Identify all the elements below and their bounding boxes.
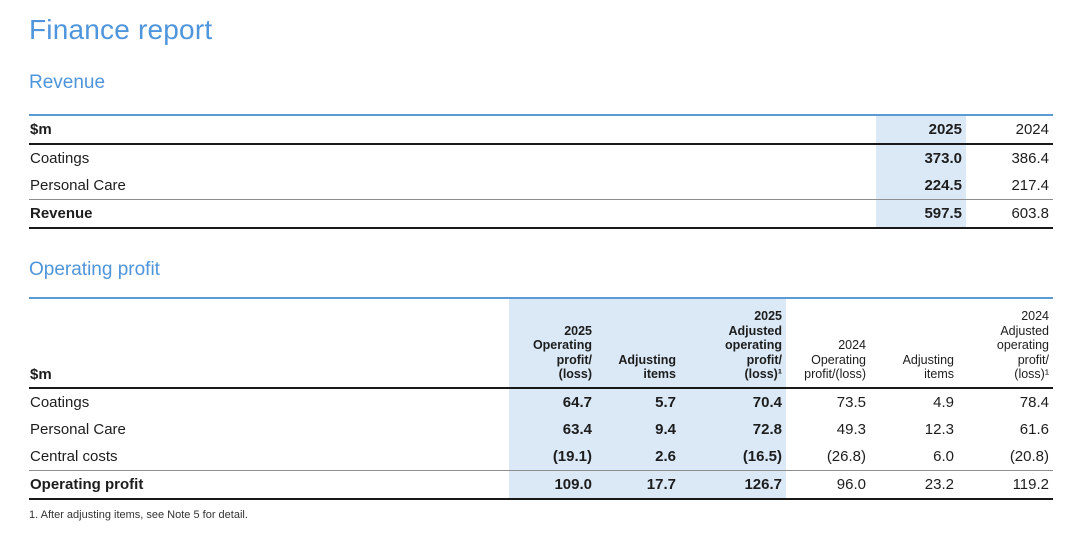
cell-value: (20.8)	[1009, 447, 1049, 465]
table-row: Coatings 64.7 5.7 70.4 73.5 4.9 78.4	[29, 387, 1053, 416]
cell-value: 12.3	[924, 420, 954, 438]
cell-value: 4.9	[933, 393, 954, 411]
table-row: Personal Care 224.5 217.4	[29, 172, 1053, 200]
cell-value: 386.4	[1011, 150, 1049, 167]
column-header-2025-operating-profit: 2025 Operating profit/ (loss)	[509, 298, 596, 389]
footnote: 1. After adjusting items, see Note 5 for…	[29, 508, 248, 521]
column-header-2025-adjusting-items: Adjusting items	[596, 298, 680, 389]
column-header-2024: 2024	[966, 115, 1053, 145]
cell-value: 126.7	[680, 469, 786, 499]
cell-value: 73.5	[836, 393, 866, 411]
cell-value: 96.0	[786, 469, 870, 499]
cell-value: 61.6	[1019, 420, 1049, 438]
cell-value: (19.1)	[509, 442, 596, 470]
cell-value: 9.4	[596, 415, 680, 443]
page-title: Finance report	[29, 14, 213, 45]
column-header-2024-operating-profit: 2024 Operating profit/(loss)	[786, 298, 870, 389]
operating-profit-section-heading: Operating profit	[29, 259, 160, 280]
finance-report-page: Finance report Revenue $m 2025 2024 Coat…	[29, 14, 1053, 521]
unit-label: $m	[29, 298, 509, 389]
row-label: Coatings	[30, 393, 90, 411]
cell-value: 49.3	[836, 420, 866, 438]
column-header-2024-adjusting-items: Adjusting items	[870, 298, 958, 389]
cell-value: 70.4	[680, 387, 786, 416]
row-label: Coatings	[30, 150, 90, 167]
total-row-operating-profit: Operating profit 109.0 17.7 126.7 96.0 2…	[29, 469, 1053, 499]
cell-value: 2.6	[596, 442, 680, 470]
cell-value: 6.0	[933, 447, 954, 465]
row-label: Operating profit	[29, 469, 509, 499]
cell-value: 217.4	[1011, 177, 1049, 194]
operating-profit-section: Operating profit $m 2025 Operating profi…	[29, 259, 1053, 500]
revenue-section: Revenue $m 2025 2024 Coatings 373.0 386.…	[29, 72, 1053, 229]
cell-value: 603.8	[966, 199, 1053, 228]
cell-value: 64.7	[509, 387, 596, 416]
cell-value: 23.2	[870, 469, 958, 499]
cell-value: 119.2	[958, 469, 1053, 499]
operating-profit-table: $m 2025 Operating profit/ (loss) Adjusti…	[29, 297, 1053, 500]
cell-value: 5.7	[596, 387, 680, 416]
revenue-header-row: $m 2025 2024	[29, 115, 1053, 145]
cell-value: (16.5)	[680, 442, 786, 470]
cell-value: 17.7	[596, 469, 680, 499]
cell-value: 78.4	[1019, 393, 1049, 411]
table-row: Coatings 373.0 386.4	[29, 144, 1053, 172]
column-header-2024-adjusted-operating-profit: 2024 Adjusted operating profit/ (loss)¹	[958, 298, 1053, 389]
unit-label: $m	[29, 115, 876, 145]
cell-value: (26.8)	[826, 447, 866, 465]
revenue-table: $m 2025 2024 Coatings 373.0 386.4 Person…	[29, 114, 1053, 229]
operating-profit-header-row: $m 2025 Operating profit/ (loss) Adjusti…	[29, 298, 1053, 389]
cell-value: 373.0	[876, 144, 966, 172]
cell-value: 109.0	[509, 469, 596, 499]
table-row: Personal Care 63.4 9.4 72.8 49.3 12.3 61…	[29, 415, 1053, 443]
row-label: Central costs	[30, 447, 118, 465]
row-label: Personal Care	[30, 177, 126, 194]
cell-value: 224.5	[876, 172, 966, 200]
revenue-section-heading: Revenue	[29, 72, 106, 93]
cell-value: 72.8	[680, 415, 786, 443]
row-label: Personal Care	[30, 420, 126, 438]
cell-value: 63.4	[509, 415, 596, 443]
total-row-revenue: Revenue 597.5 603.8	[29, 199, 1053, 228]
column-header-2025-adjusted-operating-profit: 2025 Adjusted operating profit/ (loss)¹	[680, 298, 786, 389]
column-header-2025: 2025	[876, 115, 966, 145]
cell-value: 597.5	[876, 199, 966, 228]
table-row: Central costs (19.1) 2.6 (16.5) (26.8) 6…	[29, 442, 1053, 470]
row-label: Revenue	[29, 199, 876, 228]
